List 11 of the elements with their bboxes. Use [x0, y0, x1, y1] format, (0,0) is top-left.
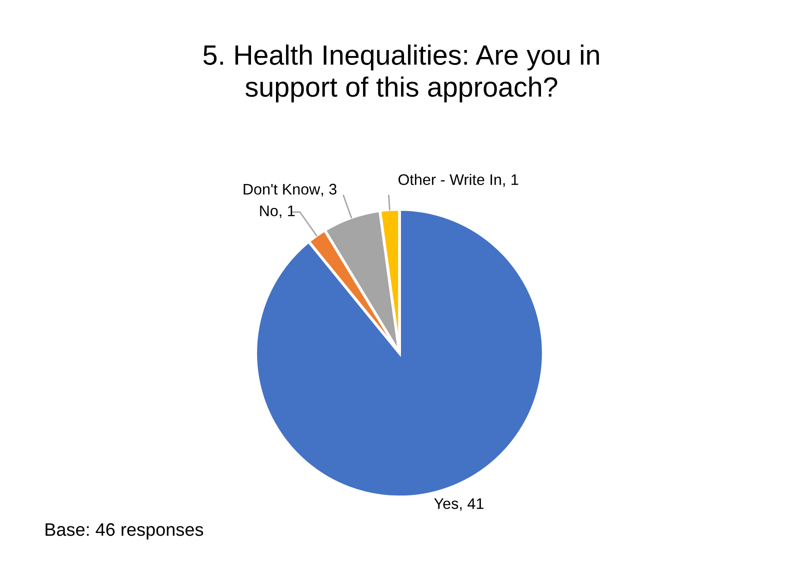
data-label: , 41 [460, 498, 484, 511]
data-label: , 1 [280, 206, 295, 218]
slice-label: No [260, 206, 278, 216]
chart-title: 5. Health Inequalities: Are you in support of this approach? [203, 44, 599, 102]
slice-label: Don't Know [244, 184, 320, 195]
slice-label: Other - Write In [398, 174, 501, 186]
data-label: , 1 [503, 174, 518, 187]
data-label: , 3 [322, 184, 336, 196]
text: Base: 46 responses [46, 523, 204, 540]
slice-label: Yes [434, 498, 458, 509]
pie-slice [254, 208, 545, 498]
